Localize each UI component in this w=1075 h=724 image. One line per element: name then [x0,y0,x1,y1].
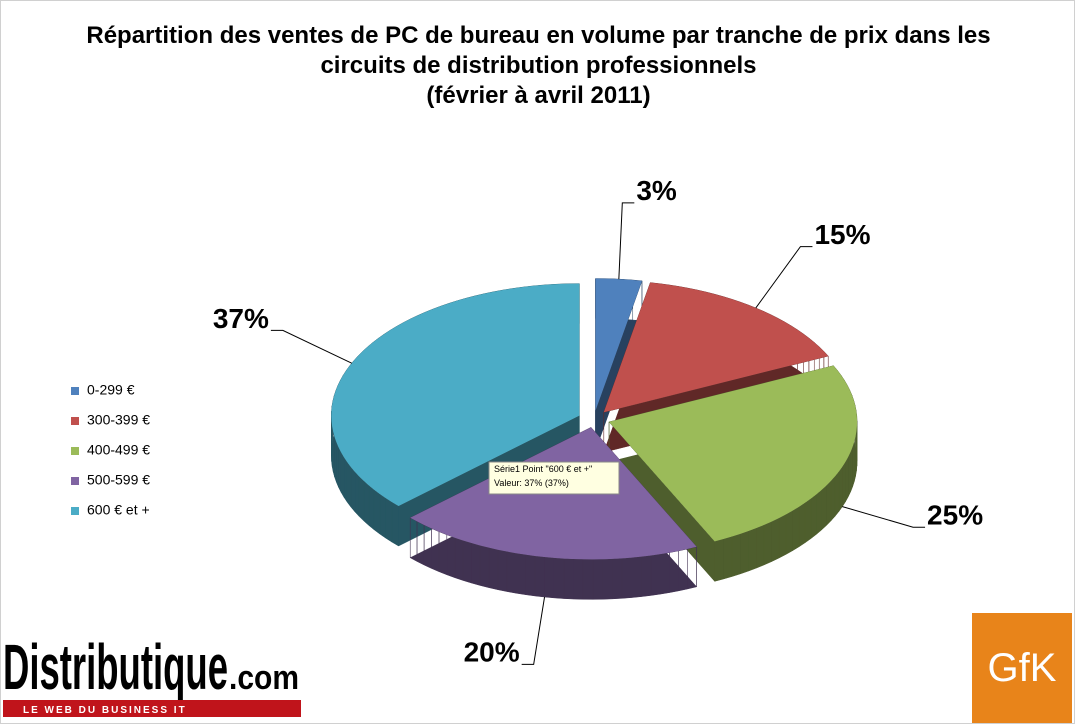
legend-label: 600 € et + [87,502,150,518]
leader-line [270,329,352,364]
logo-suffix: .com [229,659,299,697]
gfk-text: GfK [988,646,1057,690]
leader-line [755,246,813,309]
leader-line [521,596,546,665]
data-label: 25% [927,500,983,531]
logo-text: Distributique [3,631,228,703]
data-label: 15% [814,219,870,250]
distributique-logo: Distributique .com LE WEB DU BUSINESS IT [3,631,301,717]
title-block: Répartition des ventes de PC de bureau e… [81,21,996,111]
chart-title: Répartition des ventes de PC de bureau e… [86,22,991,79]
data-label: 37% [213,303,269,334]
tooltip: Série1 Point "600 € et +" Valeur: 37% (3… [488,461,620,495]
logo-tagline: LE WEB DU BUSINESS IT [23,705,187,716]
slice [595,278,642,411]
chart-subtitle: (février à avril 2011) [426,82,651,109]
tooltip-box [488,461,620,495]
logo-bar [3,700,301,717]
data-label: 20% [464,637,520,668]
slice [609,365,858,542]
tooltip-line: Valeur: 37% (37%) [494,478,569,488]
slice [331,283,580,506]
leader-line [842,506,926,528]
legend-label: 300-399 € [87,412,150,428]
leader-line [618,202,635,280]
legend-swatch [71,387,79,395]
legend-label: 500-599 € [87,472,150,488]
legend: 0-299 € 300-399 € 400-499 € 500-599 € 600 € … [71,382,150,518]
legend-swatch [71,447,79,455]
legend-swatch [71,417,79,425]
tooltip-line: Série1 Point "600 € et +" [494,464,592,474]
legend-swatch [71,477,79,485]
legend-label: 0-299 € [87,382,135,398]
data-label: 3% [636,175,677,206]
legend-swatch [71,507,79,515]
pie [331,278,858,600]
data-labels: 3% 15% 25% 20% 37% [213,175,983,668]
slice [603,282,829,413]
gfk-box [972,613,1072,723]
gfk-logo: GfK [972,613,1072,723]
legend-label: 400-499 € [87,442,150,458]
